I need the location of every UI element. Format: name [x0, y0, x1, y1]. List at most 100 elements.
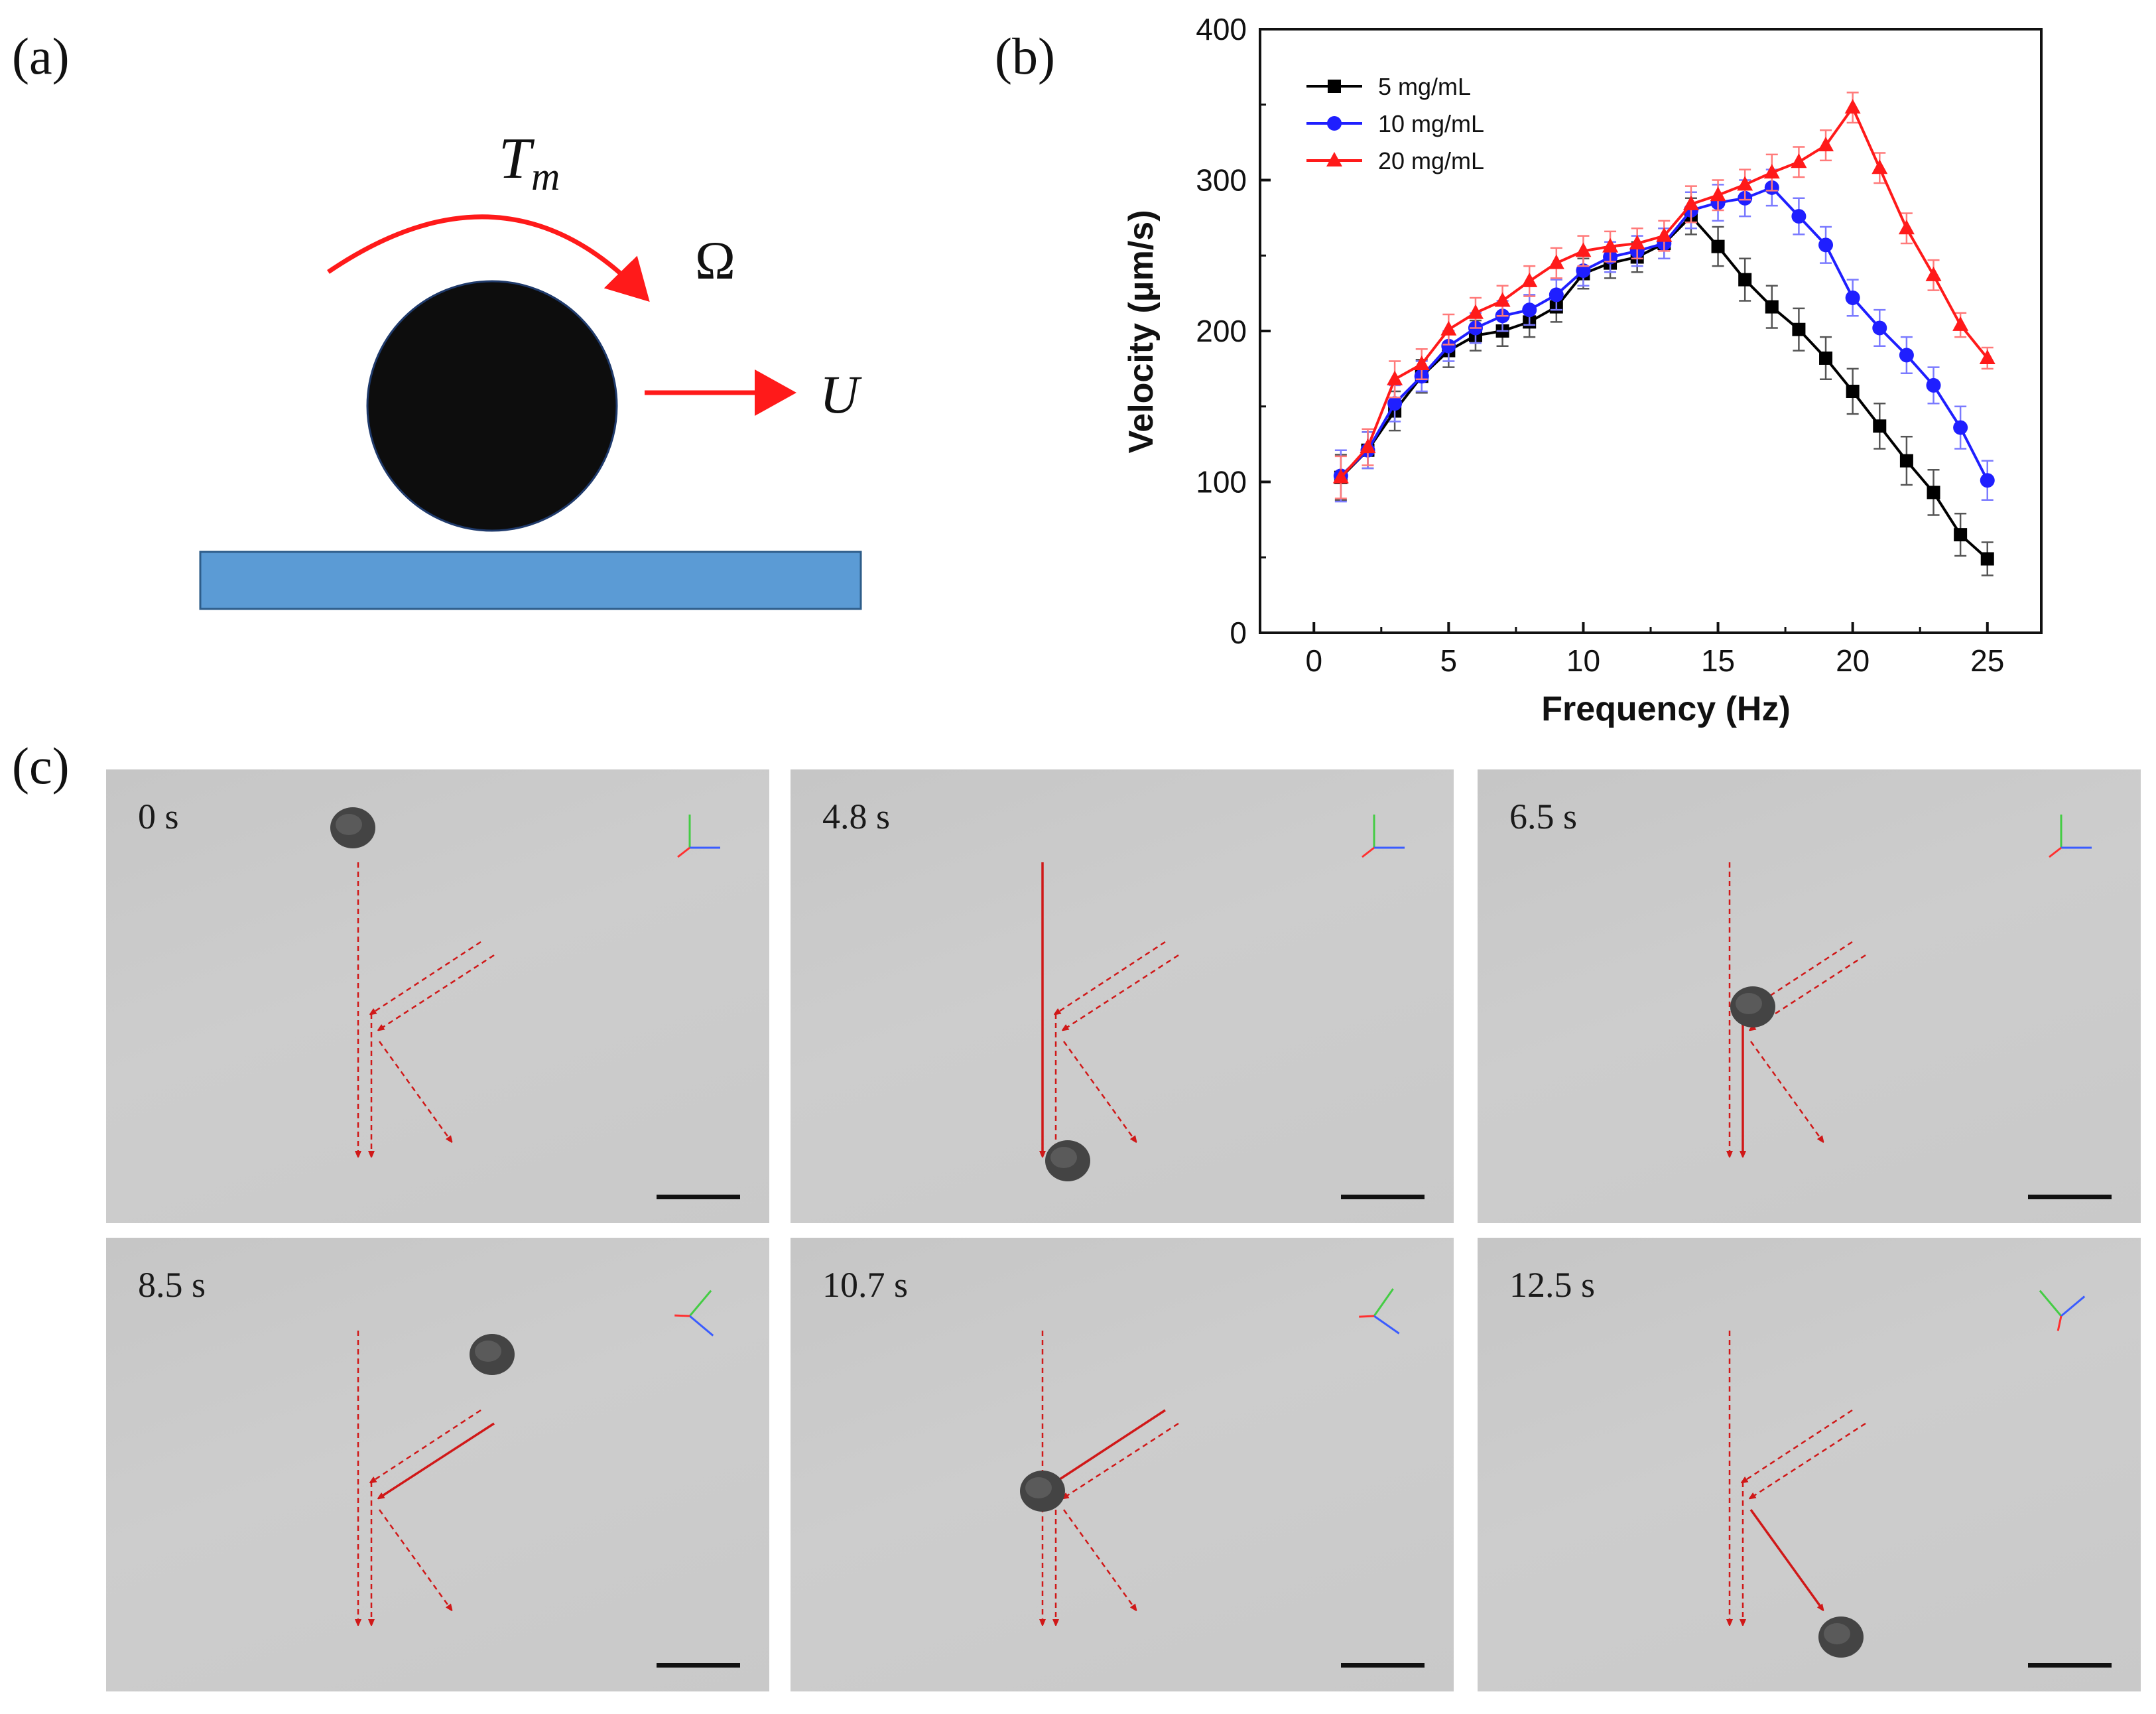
frame-overlay [106, 1289, 714, 1691]
data-point [1576, 263, 1591, 278]
data-point [1818, 137, 1834, 152]
timelapse-frame: 6.5 s [1478, 769, 2141, 1223]
trajectory-arrow [1064, 954, 1179, 1029]
data-point [1873, 419, 1887, 433]
data-point [1844, 99, 1861, 114]
particle-highlight [475, 1341, 501, 1362]
frame-time-label: 8.5 s [138, 1265, 206, 1305]
velocity-frequency-chart: 0 5 10 15 20 25 0 100 200 300 400 5 mg/mL 10 mg/mL 2… [1122, 12, 2043, 728]
x-tick-label: 25 [1970, 643, 2004, 678]
trajectory-arrow [371, 941, 481, 1014]
data-point [1441, 338, 1456, 354]
data-point [1791, 209, 1807, 224]
angular-velocity-label: Ω [695, 230, 735, 291]
y-tick-label: 100 [1196, 465, 1247, 499]
data-point [1602, 237, 1619, 253]
particle-highlight [1736, 993, 1762, 1014]
orientation-axes-icon [674, 1289, 714, 1337]
legend-marker [1328, 80, 1341, 93]
particle-highlight [1025, 1477, 1052, 1498]
data-point [1763, 164, 1780, 179]
y-tick-label: 0 [1230, 616, 1247, 650]
data-point [1898, 220, 1915, 235]
scale-bar [2028, 1195, 2112, 1199]
y-axis-label: Velocity (μm/s) [1122, 210, 1161, 453]
particle [366, 280, 618, 532]
frame-time-label: 12.5 s [1509, 1265, 1596, 1305]
particle-highlight [336, 814, 362, 835]
axis-y-line [1373, 1288, 1394, 1317]
orientation-axes-icon [2039, 1289, 2086, 1331]
rolling-particle-diagram: Tm Ω U [199, 127, 862, 610]
data-point [1979, 349, 1996, 364]
frame-overlay [1478, 815, 2092, 1223]
y-tick-label: 300 [1196, 163, 1247, 198]
trajectory-arrow [371, 1409, 481, 1482]
legend-entry: 20 mg/mL [1378, 147, 1484, 174]
data-point [1952, 316, 1969, 331]
data-point [1846, 385, 1860, 398]
data-point [1980, 473, 1995, 488]
data-point [1926, 377, 1941, 393]
data-point [1899, 348, 1914, 363]
scale-bar [1341, 1663, 1425, 1668]
data-point [1682, 195, 1699, 210]
panel-label-a: (a) [12, 27, 70, 85]
trajectory-arrow [379, 954, 495, 1029]
axis-z-line [674, 1314, 690, 1317]
axis-z-line [1362, 846, 1375, 858]
scale-bar [1341, 1195, 1425, 1199]
trajectory-arrow [1743, 1409, 1853, 1482]
data-point [1927, 486, 1940, 499]
data-point [1792, 322, 1806, 336]
data-point [1738, 273, 1752, 287]
data-point [1953, 420, 1968, 435]
timelapse-frame: 4.8 s [791, 769, 1454, 1223]
data-point [1413, 356, 1430, 371]
data-point [1710, 186, 1726, 202]
data-point [1332, 468, 1349, 484]
legend-entry: 5 mg/mL [1378, 73, 1471, 100]
data-point [1656, 227, 1673, 242]
axis-x-line [1373, 1315, 1400, 1335]
data-point [1818, 237, 1834, 253]
data-point [1629, 235, 1645, 250]
timelapse-frame: 10.7 s [791, 1238, 1454, 1691]
trajectory-arrow [1749, 1508, 1822, 1609]
data-point [1549, 287, 1564, 302]
data-point [1925, 266, 1942, 281]
frame-time-label: 4.8 s [822, 797, 891, 836]
series-triangle [1332, 92, 1996, 499]
trajectory-arrow [378, 1509, 451, 1609]
data-point [1575, 242, 1592, 257]
frame-overlay [1478, 1289, 2086, 1658]
axis-z-line [2057, 1315, 2062, 1331]
data-point [1819, 351, 1833, 365]
data-point [1440, 320, 1457, 336]
panel-label-b: (b) [995, 27, 1055, 85]
data-point [1899, 454, 1913, 468]
y-tick-label: 400 [1196, 12, 1247, 46]
trajectory-arrow [1749, 1041, 1822, 1141]
trajectory-arrow [1062, 1041, 1135, 1141]
legend-marker [1327, 116, 1342, 131]
data-point [1791, 153, 1807, 168]
data-point [1871, 159, 1888, 174]
legend-marker [1326, 152, 1342, 166]
axis-y-line [2039, 1289, 2062, 1317]
frame-time-label: 0 s [138, 797, 179, 836]
x-tick-label: 5 [1440, 643, 1458, 678]
trajectory-arrow [378, 1041, 451, 1141]
trajectory-arrow [379, 1422, 495, 1498]
data-point [1980, 552, 1994, 566]
particle-highlight [1824, 1623, 1850, 1644]
frame-overlay [1020, 1288, 1400, 1691]
x-tick-label: 20 [1836, 643, 1870, 678]
legend-entry: 10 mg/mL [1378, 110, 1484, 137]
x-tick-label: 10 [1566, 643, 1600, 678]
timelapse-frame: 0 s [106, 769, 769, 1223]
axis-z-line [2049, 846, 2062, 858]
trajectory-arrow [1056, 941, 1166, 1014]
data-point [1872, 320, 1887, 336]
data-point [1494, 292, 1511, 307]
